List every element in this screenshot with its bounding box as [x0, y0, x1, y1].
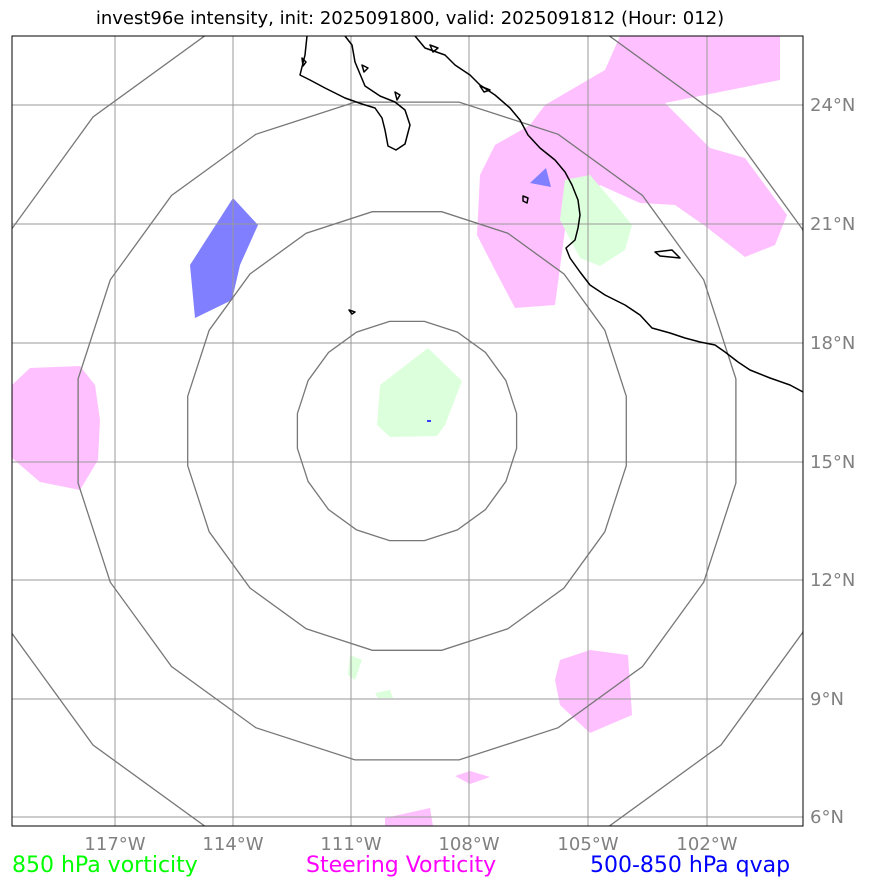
lon-label-108w: 108°W	[438, 834, 499, 855]
vorticity-850-area-center	[377, 348, 462, 437]
coastlines	[299, 36, 803, 393]
qvap-area-west	[190, 198, 258, 318]
qvap-field	[190, 168, 551, 318]
range-ring-1	[296, 320, 518, 542]
steering-vorticity-area-west	[12, 366, 100, 490]
vorticity-850-area-small-1	[348, 655, 362, 680]
lat-tick-labels: 24°N 21°N 18°N 15°N 12°N 9°N 6°N	[810, 95, 855, 828]
lat-label-21n: 21°N	[810, 214, 855, 235]
lon-label-117w: 117°W	[84, 834, 145, 855]
islas-marias	[522, 195, 529, 204]
coastal-island-3	[429, 44, 439, 53]
lon-label-102w: 102°W	[676, 834, 737, 855]
lon-label-114w: 114°W	[202, 834, 263, 855]
coastal-island-2	[361, 64, 369, 73]
legend-850-hpa-vorticity: 850 hPa vorticity	[12, 853, 198, 878]
vorticity-850-area-small-2	[375, 690, 393, 698]
map-frame	[11, 35, 804, 827]
lake-chapala	[654, 249, 681, 259]
steering-vorticity-area-northeast	[477, 36, 787, 308]
lat-label-6n: 6°N	[810, 807, 844, 828]
baja-california-coast	[299, 36, 411, 151]
legend-qvap: 500-850 hPa qvap	[590, 853, 791, 878]
lat-label-24n: 24°N	[810, 95, 855, 116]
isla-socorro	[348, 309, 356, 315]
vorticity-850-area-coast	[560, 175, 632, 266]
range-ring-3	[77, 101, 737, 761]
lat-label-18n: 18°N	[810, 333, 855, 354]
legend-steering-vorticity: Steering Vorticity	[306, 853, 497, 878]
range-rings	[12, 36, 803, 826]
range-ring-4	[12, 36, 803, 826]
range-ring-2	[187, 211, 627, 651]
lon-label-111w: 111°W	[320, 834, 381, 855]
lat-label-9n: 9°N	[810, 689, 844, 710]
baja-island-1	[301, 57, 307, 67]
lat-label-12n: 12°N	[810, 570, 855, 591]
coastal-island-1	[394, 91, 401, 101]
lon-label-105w: 105°W	[557, 834, 618, 855]
map-title: invest96e intensity, init: 2025091800, v…	[95, 8, 725, 29]
qvap-area-coast	[530, 168, 551, 187]
steering-vorticity-area-south	[555, 650, 632, 733]
mainland-mexico-coast	[414, 36, 803, 393]
lon-tick-labels: 117°W 114°W 111°W 108°W 105°W 102°W	[84, 834, 737, 855]
lat-label-15n: 15°N	[810, 452, 855, 473]
coastal-island-4	[479, 85, 491, 93]
steering-vorticity-area-small	[455, 771, 490, 784]
graticule	[12, 36, 803, 826]
